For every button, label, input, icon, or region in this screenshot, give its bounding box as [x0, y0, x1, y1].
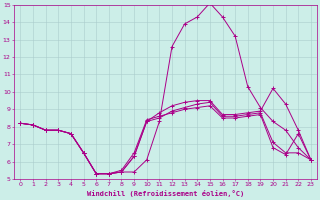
X-axis label: Windchill (Refroidissement éolien,°C): Windchill (Refroidissement éolien,°C): [87, 190, 244, 197]
